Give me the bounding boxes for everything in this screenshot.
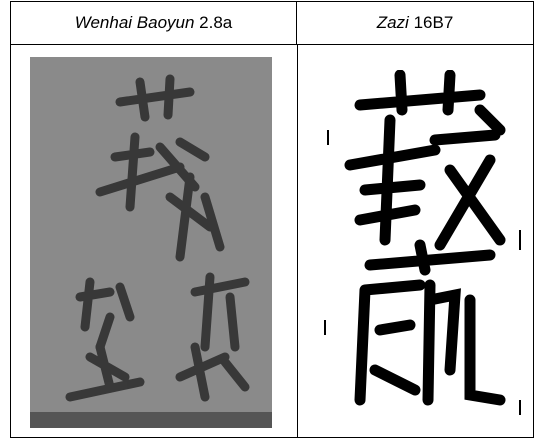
column-divider — [297, 45, 298, 437]
source-ref: 16B7 — [413, 13, 454, 32]
table: Wenhai Baoyun 2.8a Zazi 16B7 — [10, 1, 534, 438]
header-cell: Wenhai Baoyun 2.8a — [11, 2, 297, 45]
source-name: Wenhai Baoyun — [74, 13, 195, 32]
source-ref: 2.8a — [199, 13, 233, 32]
rubbing-image — [30, 57, 272, 428]
source-name: Zazi — [376, 13, 409, 32]
character-image — [320, 70, 525, 432]
header-cell: Zazi 16B7 — [297, 2, 533, 45]
